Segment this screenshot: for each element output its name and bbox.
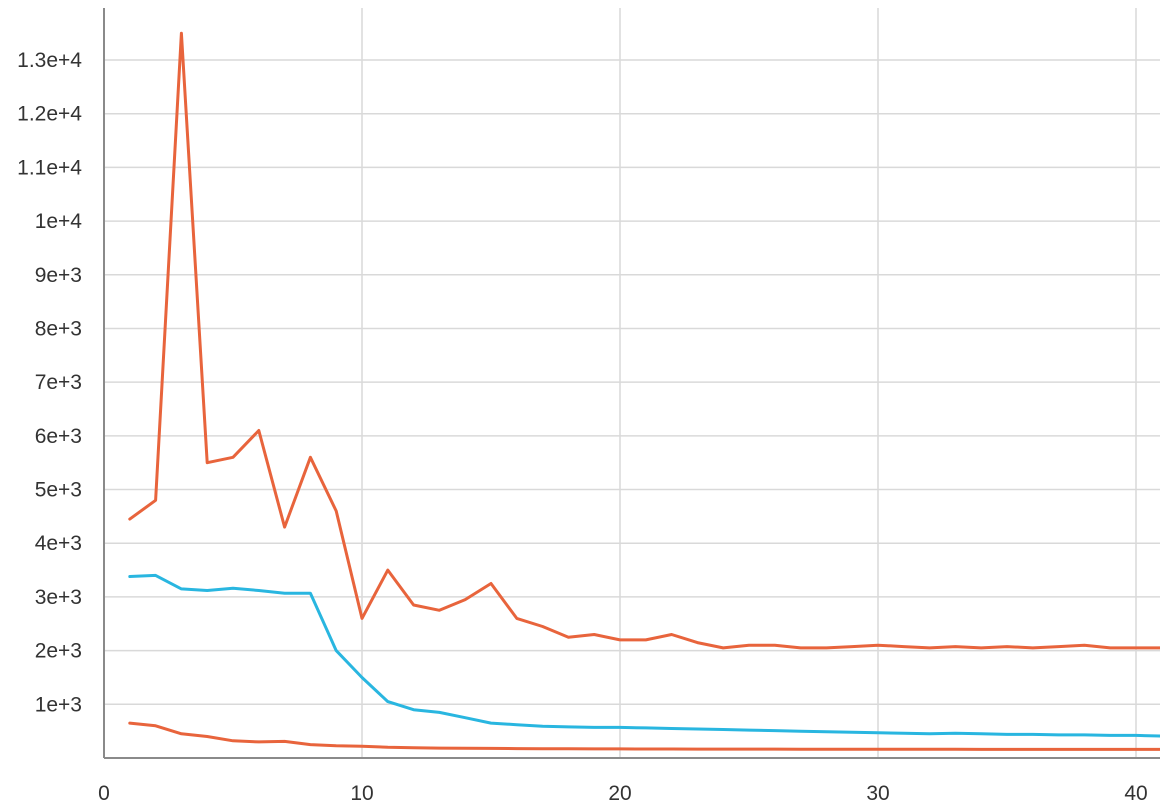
y-tick-label: 9e+3 — [35, 264, 82, 287]
y-tick-label: 3e+3 — [35, 586, 82, 609]
y-tick-label: 8e+3 — [35, 317, 82, 340]
y-tick-label: 1.2e+4 — [17, 103, 82, 126]
axes — [103, 8, 1160, 759]
y-tick-label: 7e+3 — [35, 371, 82, 394]
series-line-1 — [128, 31, 1160, 650]
y-tick-label: 5e+3 — [35, 479, 82, 502]
x-tick-label: 20 — [608, 782, 631, 805]
series-line-2 — [128, 573, 1160, 738]
y-tick-label: 1e+4 — [35, 210, 83, 233]
grid — [104, 8, 1160, 758]
y-tick-label: 1e+3 — [35, 693, 82, 716]
y-tick-label: 1.3e+4 — [17, 49, 82, 72]
x-tick-label: 40 — [1124, 782, 1147, 805]
series-line-3 — [128, 721, 1160, 751]
y-tick-label: 6e+3 — [35, 425, 82, 448]
y-tick-label: 2e+3 — [35, 640, 82, 663]
x-tick-label: 10 — [350, 782, 373, 805]
tick-labels: 1e+3 2e+3 3e+3 4e+3 5e+3 6e+3 7e+3 8e+3 9e+3 1e+4… — [17, 49, 1148, 805]
y-tick-label: 4e+3 — [35, 532, 82, 555]
x-tick-label: 0 — [98, 782, 110, 805]
series-group — [128, 31, 1160, 751]
x-tick-label: 30 — [866, 782, 889, 805]
y-tick-label: 1.1e+4 — [17, 156, 82, 179]
